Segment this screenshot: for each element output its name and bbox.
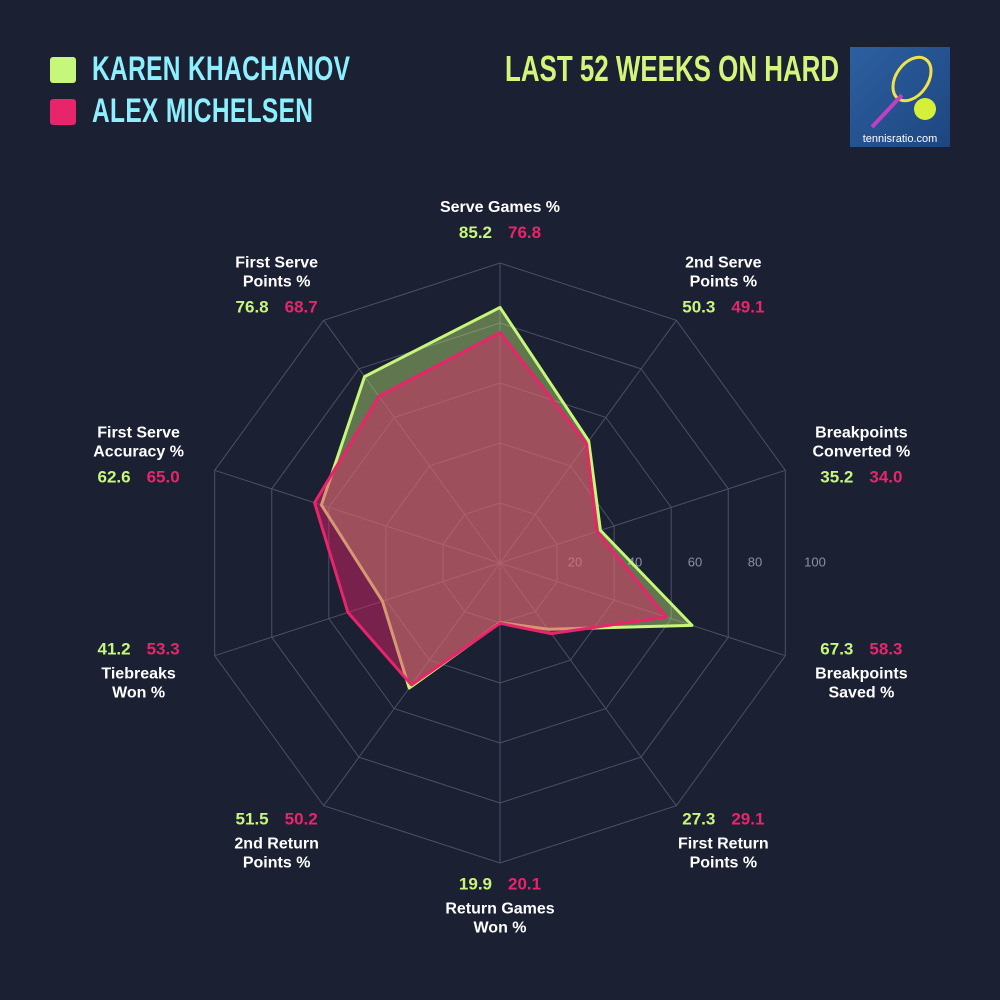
grid-spoke (499, 562, 677, 806)
value-labels: 27.3 29.1 (623, 810, 823, 829)
value-label: 50.2 (284, 809, 318, 829)
grid-spoke (214, 469, 501, 564)
axis-label-group: 19.9 20.1 Return Games Won % (400, 869, 600, 938)
value-label: 53.3 (146, 639, 180, 659)
axis-label: Tiebreaks Won % (101, 665, 176, 702)
axis-label-group: First Serve Points % 76.8 68.7 (177, 253, 377, 322)
value-label: 68.7 (284, 297, 318, 317)
legend-swatch (50, 98, 76, 125)
axis-label: First Return Points % (678, 835, 769, 872)
value-labels: 19.9 20.1 (400, 875, 600, 894)
axis-label: Return Games Won % (445, 900, 555, 937)
grid-spoke (499, 562, 786, 657)
value-label: 65.0 (146, 467, 180, 487)
value-label: 35.2 (820, 467, 854, 487)
value-labels: 85.2 76.8 (400, 223, 600, 242)
value-label: 19.9 (458, 874, 492, 894)
value-labels: 41.2 53.3 (39, 640, 239, 659)
value-labels: 67.3 58.3 (761, 640, 961, 659)
value-label: 27.3 (682, 809, 716, 829)
axis-label-group: 67.3 58.3 Breakpoints Saved % (761, 634, 961, 703)
axis-label-group: 41.2 53.3 Tiebreaks Won % (39, 634, 239, 703)
axis-label: First Serve Accuracy % (93, 424, 184, 461)
axis-label-group: Breakpoints Converted % 35.2 34.0 (761, 423, 961, 492)
axis-label-group: 2nd Serve Points % 50.3 49.1 (623, 253, 823, 322)
grid-spoke (214, 562, 501, 657)
value-label: 41.2 (97, 639, 131, 659)
value-labels: 76.8 68.7 (177, 297, 377, 316)
r-tick-label: 100 (804, 554, 826, 569)
value-label: 62.6 (97, 467, 131, 487)
logo: tennisratio.com (850, 47, 950, 147)
value-label: 76.8 (235, 297, 269, 317)
axis-label-group: 27.3 29.1 First Return Points % (623, 804, 823, 873)
value-labels: 62.6 65.0 (39, 467, 239, 486)
axis-label: Breakpoints Converted % (812, 424, 911, 461)
value-label: 85.2 (458, 223, 492, 242)
r-tick-label: 20 (568, 554, 582, 569)
legend-label: ALEX MICHELSEN (92, 92, 314, 130)
axis-label: First Serve Points % (235, 254, 318, 291)
legend-swatch (50, 56, 76, 83)
axis-label-group: First Serve Accuracy % 62.6 65.0 (39, 423, 239, 492)
axis-label: 2nd Serve Points % (685, 254, 762, 291)
grid-spoke (323, 320, 501, 564)
value-label: 51.5 (235, 809, 269, 829)
axis-label-group: Serve Games % 85.2 76.8 (400, 198, 600, 248)
value-labels: 50.3 49.1 (623, 297, 823, 316)
value-label: 20.1 (508, 874, 542, 894)
logo-text: tennisratio.com (862, 133, 938, 145)
value-label: 76.8 (508, 223, 542, 242)
value-label: 34.0 (869, 467, 903, 487)
r-tick-label: 40 (628, 554, 642, 569)
axis-label: Breakpoints Saved % (815, 665, 908, 702)
legend-item: KAREN KHACHANOV (50, 50, 451, 89)
value-label: 50.3 (682, 297, 716, 317)
r-tick-label: 80 (748, 554, 762, 569)
value-label: 67.3 (820, 639, 854, 659)
axis-label: 2nd Return Points % (234, 835, 319, 872)
legend-label: KAREN KHACHANOV (92, 50, 351, 88)
value-label: 58.3 (869, 639, 903, 659)
chart-title: LAST 52 WEEKS ON HARD (505, 48, 840, 89)
logo-icon (870, 55, 936, 129)
value-labels: 35.2 34.0 (761, 467, 961, 486)
legend-item: ALEX MICHELSEN (50, 92, 399, 131)
value-labels: 51.5 50.2 (177, 810, 377, 829)
value-label: 49.1 (731, 297, 765, 317)
value-label: 29.1 (731, 809, 765, 829)
grid-spoke (499, 469, 786, 564)
r-tick-label: 60 (688, 554, 702, 569)
axis-label-group: 51.5 50.2 2nd Return Points % (177, 804, 377, 873)
axis-label: Serve Games % (439, 199, 561, 216)
series-area (313, 331, 668, 687)
